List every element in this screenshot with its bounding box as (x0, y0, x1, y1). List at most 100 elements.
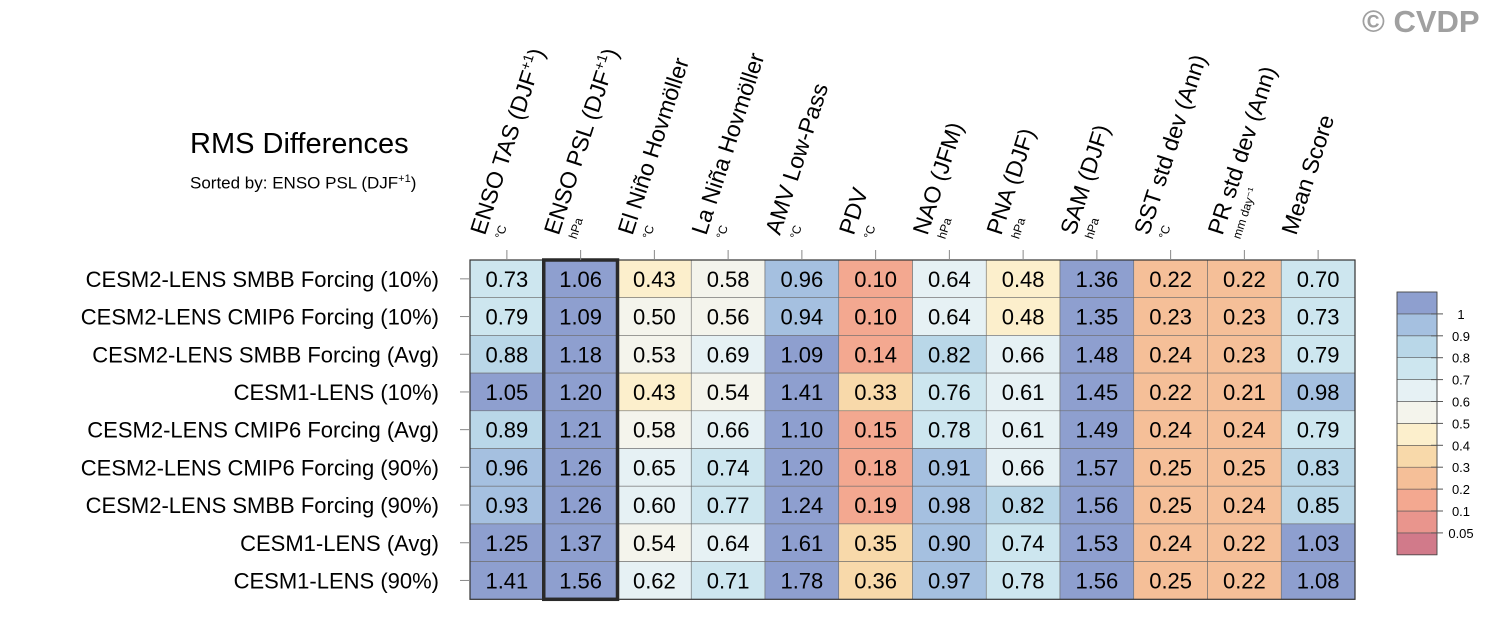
cell-value: 0.66 (1002, 455, 1045, 480)
cell-value: 1.05 (485, 380, 528, 405)
heatmap-cell (1280, 335, 1356, 374)
heatmap-cell (469, 561, 545, 600)
row-label: CESM2-LENS CMIP6 Forcing (10%) (81, 305, 439, 330)
cell-value: 1.06 (559, 267, 602, 292)
heatmap-cell (1059, 297, 1135, 336)
heatmap-cell (469, 297, 545, 336)
cell-value: 1.09 (559, 305, 602, 330)
column-label-main: ENSO PSL (DJF (539, 67, 616, 237)
heatmap-cell (1280, 410, 1356, 449)
heatmap-cell (1280, 259, 1356, 299)
column-label-main: NAO (JFM) (907, 119, 968, 238)
cell-value: 0.82 (1002, 493, 1045, 518)
cell-value: 0.88 (485, 342, 528, 367)
heatmap-cell (617, 410, 692, 449)
heatmap-cell (1207, 259, 1282, 299)
subtitle-suffix: ) (410, 173, 417, 193)
column-unit: hPa (935, 216, 955, 241)
heatmap-cell (1280, 523, 1356, 562)
cell-value: 0.22 (1149, 267, 1192, 292)
legend-tick-label: 0.5 (1452, 416, 1470, 431)
heatmap-cell (912, 259, 987, 299)
heatmap-cell (1207, 297, 1282, 336)
column-label: NAO (JFM)hPa (907, 119, 968, 241)
cell-value: 0.33 (854, 380, 897, 405)
heatmap-cell (1059, 523, 1135, 562)
legend-swatch (1396, 444, 1438, 468)
cell-value: 0.14 (854, 342, 897, 367)
cell-value: 0.18 (854, 455, 897, 480)
heatmap-cell (1133, 372, 1208, 412)
row-label: CESM2-LENS SMBB Forcing (90%) (86, 493, 439, 518)
legend-tick-label: 0.05 (1448, 526, 1473, 541)
cell-value: 0.43 (633, 267, 676, 292)
cell-value: 0.70 (1297, 267, 1340, 292)
column-label-text: PNA (DJF) (981, 125, 1040, 238)
heatmap-cell (764, 335, 840, 374)
heatmap-cell (617, 485, 692, 525)
column-label-text: La Niña Hovmöller (686, 49, 769, 237)
cell-value: 0.48 (1002, 267, 1045, 292)
cell-value: 1.18 (559, 342, 602, 367)
heatmap-cell (1207, 410, 1282, 449)
cell-value: 1.36 (1075, 267, 1118, 292)
legend-swatch (1396, 379, 1438, 402)
cell-value: 0.79 (485, 305, 528, 330)
cell-value: 0.22 (1223, 267, 1266, 292)
cell-value: 0.77 (707, 493, 750, 518)
cell-value: 1.41 (485, 568, 528, 593)
subtitle-prefix: Sorted by: ENSO PSL (DJF (190, 173, 399, 193)
cell-value: 0.25 (1149, 568, 1192, 593)
cell-value: 0.64 (707, 531, 750, 556)
chart-subtitle: Sorted by: ENSO PSL (DJF+1) (190, 173, 416, 194)
cell-value: 0.58 (633, 418, 676, 443)
cell-value: 0.64 (928, 267, 971, 292)
cvdp-watermark: © CVDP (1362, 4, 1480, 39)
cell-value: 1.10 (780, 418, 823, 443)
heatmap-cell (764, 410, 840, 449)
column-label-sup: +1 (517, 52, 537, 72)
column-label: AMV Low-Pass°C (760, 80, 833, 241)
heatmap-cell (617, 335, 692, 374)
cell-value: 0.64 (928, 305, 971, 330)
heatmap-cell (690, 297, 766, 336)
heatmap-cell (838, 372, 913, 412)
heatmap-cell (1207, 485, 1282, 525)
row-label: CESM1-LENS (10%) (234, 380, 439, 405)
cell-value: 0.36 (854, 568, 897, 593)
cell-value: 0.66 (1002, 342, 1045, 367)
cell-value: 0.50 (633, 305, 676, 330)
heatmap-cell (838, 485, 913, 525)
heatmap-cell (1133, 335, 1208, 374)
legend-swatch (1396, 291, 1438, 315)
heatmap-cell (912, 485, 987, 525)
legend-swatch (1396, 423, 1438, 446)
cell-value: 1.20 (780, 455, 823, 480)
cell-value: 1.56 (1075, 568, 1118, 593)
cell-value: 0.97 (928, 568, 971, 593)
column-label-sup: +1 (590, 52, 610, 72)
cell-value: 0.15 (854, 418, 897, 443)
cell-value: 0.89 (485, 418, 528, 443)
column-label: PDV°C (834, 184, 879, 241)
cell-value: 1.25 (485, 531, 528, 556)
heatmap-cell (1280, 561, 1356, 600)
cell-value: 0.66 (707, 418, 750, 443)
cell-value: 0.23 (1149, 305, 1192, 330)
cell-value: 0.78 (1002, 568, 1045, 593)
heatmap-cell (469, 523, 545, 562)
cell-value: 0.62 (633, 568, 676, 593)
column-label: SAM (DJF)hPa (1055, 121, 1115, 240)
cell-value: 0.53 (633, 342, 676, 367)
cell-value: 0.61 (1002, 380, 1045, 405)
column-label: PNA (DJF)hPa (981, 125, 1040, 241)
cell-value: 0.23 (1223, 342, 1266, 367)
cell-value: 0.71 (707, 568, 750, 593)
cell-value: 0.82 (928, 342, 971, 367)
heatmap-cell (543, 561, 618, 600)
cell-value: 0.22 (1149, 380, 1192, 405)
cell-value: 0.22 (1223, 568, 1266, 593)
heatmap-cell (912, 448, 987, 487)
cell-value: 0.96 (485, 455, 528, 480)
heatmap-cell (543, 335, 618, 374)
